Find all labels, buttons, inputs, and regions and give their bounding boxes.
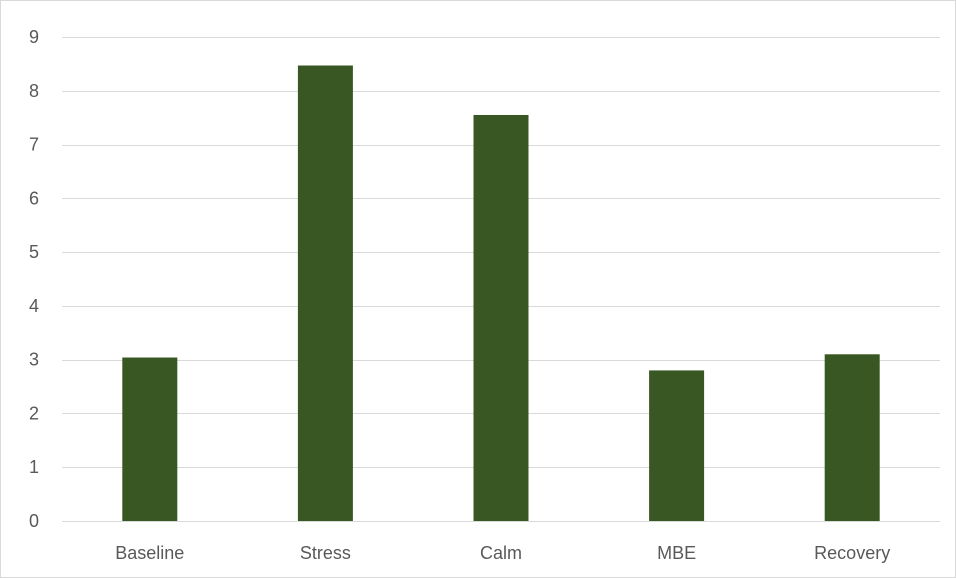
x-tick-label: Stress xyxy=(300,543,351,563)
bar-recovery xyxy=(824,354,880,521)
y-tick-label: 7 xyxy=(29,135,39,155)
x-tick-label: MBE xyxy=(657,543,696,563)
y-tick-label: 5 xyxy=(29,242,39,262)
y-tick-label: 8 xyxy=(29,81,39,101)
y-tick-label: 9 xyxy=(29,27,39,47)
x-tick-label: Baseline xyxy=(115,543,184,563)
x-tick-label: Calm xyxy=(480,543,522,563)
bar-stress xyxy=(297,65,353,521)
y-tick-label: 6 xyxy=(29,188,39,208)
bar-baseline xyxy=(122,357,178,521)
y-tick-label: 4 xyxy=(29,296,39,316)
y-axis-tick-labels: 0 1 2 3 4 5 6 7 8 9 xyxy=(29,27,39,531)
y-tick-label: 0 xyxy=(29,511,39,531)
bars xyxy=(122,65,880,521)
bar-calm xyxy=(473,114,529,521)
x-axis-tick-labels: Baseline Stress Calm MBE Recovery xyxy=(115,543,890,563)
y-tick-label: 3 xyxy=(29,350,39,370)
x-tick-label: Recovery xyxy=(814,543,890,563)
bar-mbe xyxy=(649,370,705,521)
y-tick-label: 1 xyxy=(29,457,39,477)
y-tick-label: 2 xyxy=(29,403,39,423)
